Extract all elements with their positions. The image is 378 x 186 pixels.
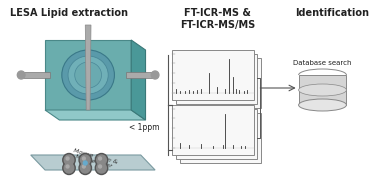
Circle shape — [66, 157, 69, 160]
Circle shape — [83, 161, 87, 165]
Text: Mouse Brain &
Mouse Liver: Mouse Brain & Mouse Liver — [71, 148, 118, 170]
Text: < 1ppm: < 1ppm — [129, 124, 160, 132]
Ellipse shape — [62, 50, 115, 100]
Ellipse shape — [68, 56, 108, 94]
Circle shape — [79, 161, 91, 174]
FancyBboxPatch shape — [180, 113, 261, 163]
Polygon shape — [21, 72, 50, 78]
Circle shape — [99, 165, 102, 168]
Ellipse shape — [75, 62, 102, 88]
FancyBboxPatch shape — [176, 54, 257, 104]
Polygon shape — [131, 40, 146, 120]
Circle shape — [17, 71, 25, 79]
Text: Identification: Identification — [295, 8, 369, 18]
Circle shape — [95, 153, 108, 166]
Circle shape — [82, 157, 85, 160]
Circle shape — [66, 165, 69, 168]
Circle shape — [79, 153, 91, 166]
Ellipse shape — [299, 99, 346, 111]
Circle shape — [99, 157, 102, 160]
Circle shape — [97, 155, 106, 165]
Circle shape — [97, 163, 106, 173]
Text: Database search: Database search — [293, 60, 352, 66]
Circle shape — [82, 165, 85, 168]
Polygon shape — [31, 155, 155, 170]
Circle shape — [63, 153, 75, 166]
FancyBboxPatch shape — [172, 105, 254, 155]
Text: LESA Lipid extraction: LESA Lipid extraction — [10, 8, 128, 18]
Circle shape — [95, 161, 108, 174]
Circle shape — [63, 161, 75, 174]
Text: FT-ICR-MS &
FT-ICR-MS/MS: FT-ICR-MS & FT-ICR-MS/MS — [180, 8, 255, 30]
Polygon shape — [45, 110, 146, 120]
Circle shape — [64, 155, 74, 165]
FancyBboxPatch shape — [180, 58, 261, 108]
Polygon shape — [85, 25, 91, 110]
Circle shape — [81, 163, 90, 173]
Circle shape — [151, 71, 159, 79]
Circle shape — [81, 155, 90, 165]
Polygon shape — [126, 72, 155, 78]
FancyBboxPatch shape — [176, 109, 257, 159]
FancyBboxPatch shape — [172, 50, 254, 100]
Circle shape — [64, 163, 74, 173]
Ellipse shape — [299, 84, 346, 96]
Polygon shape — [299, 75, 346, 105]
Polygon shape — [45, 40, 131, 110]
